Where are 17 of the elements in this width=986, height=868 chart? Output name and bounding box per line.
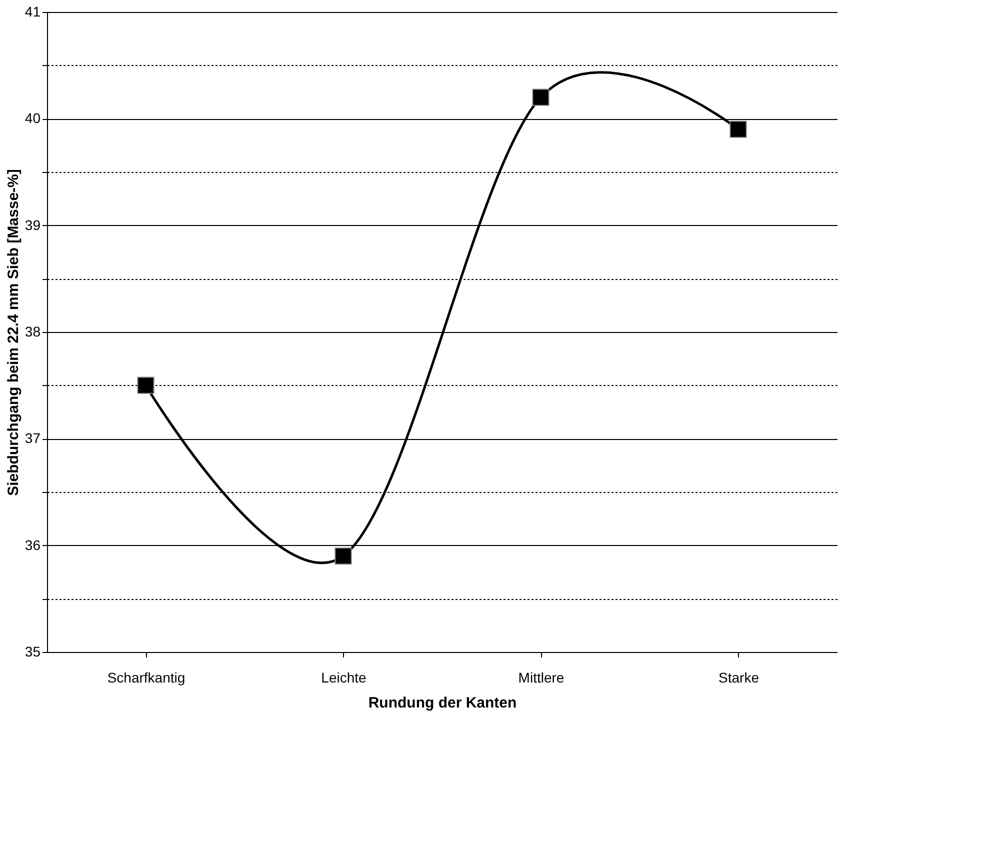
x-tick-label: Scharfkantig — [107, 670, 186, 686]
x-tick-label: Starke — [718, 670, 760, 686]
y-tick-label: 38 — [24, 324, 41, 340]
y-tick-label: 41 — [24, 4, 41, 20]
y-tick-label: 36 — [24, 536, 41, 553]
y-tick-label: 35 — [24, 644, 41, 660]
x-tick-label: Mittlere — [518, 670, 564, 686]
y-tick-label: 37 — [24, 430, 41, 446]
x-tick-label: Leichte — [321, 670, 367, 686]
point — [730, 120, 747, 138]
y-axis-title: Siebdurchgang beim 22.4 mm Sieb [Masse-%] — [4, 169, 22, 496]
point — [137, 376, 154, 394]
point — [334, 547, 352, 565]
x-axis-title: Rundung der Kanten — [368, 694, 517, 712]
y-tick-label: 39 — [24, 216, 41, 233]
point — [532, 88, 550, 106]
y-tick-label: 40 — [24, 110, 41, 126]
